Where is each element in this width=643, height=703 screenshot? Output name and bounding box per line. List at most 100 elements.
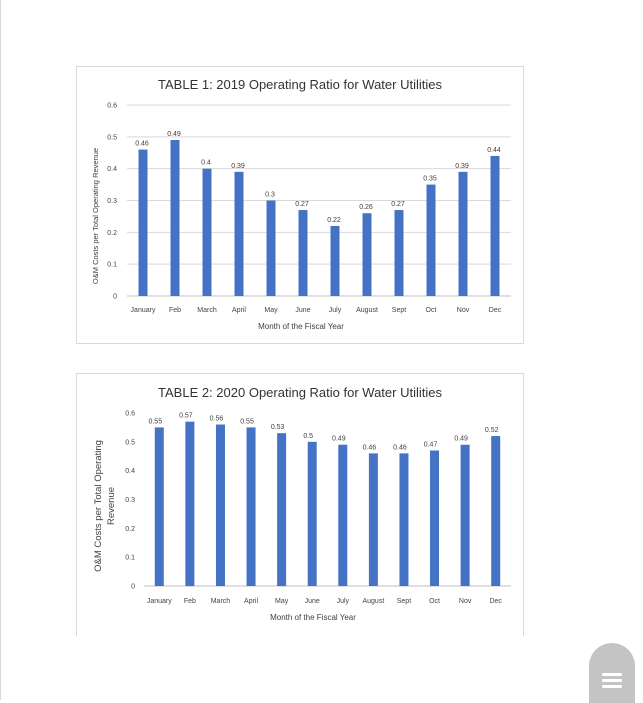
- chart-2019-operating-ratio: TABLE 1: 2019 Operating Ratio for Water …: [76, 66, 524, 344]
- x-tick-label: March: [211, 598, 231, 605]
- grip-line-icon: [602, 679, 622, 682]
- data-label: 0.44: [487, 147, 501, 154]
- x-tick-label: Sept: [397, 598, 411, 605]
- grip-line-icon: [602, 673, 622, 676]
- bar: [426, 184, 436, 296]
- bar: [234, 171, 244, 296]
- y-tick-label: 0.3: [125, 497, 135, 504]
- y-tick-label: 0.2: [107, 230, 117, 237]
- data-label: 0.27: [391, 201, 405, 208]
- bar: [458, 171, 468, 296]
- y-tick-label: 0.5: [107, 134, 117, 141]
- data-label: 0.52: [485, 427, 499, 434]
- x-tick-label: Sept: [392, 307, 406, 314]
- x-tick-label: Oct: [426, 307, 437, 314]
- x-tick-label: April: [232, 307, 246, 314]
- y-tick-label: 0.5: [125, 439, 135, 446]
- data-label: 0.22: [327, 217, 341, 224]
- x-tick-label: Nov: [459, 598, 472, 605]
- y-axis-title-line-2: Revenue: [106, 487, 117, 525]
- x-tick-label: June: [305, 598, 320, 605]
- y-tick-label: 0.6: [107, 103, 117, 110]
- chart-title: TABLE 2: 2020 Operating Ratio for Water …: [158, 385, 442, 400]
- y-tick-label: 0: [131, 584, 135, 591]
- bar: [338, 444, 348, 586]
- chart-2020-operating-ratio: TABLE 2: 2020 Operating Ratio for Water …: [76, 373, 524, 636]
- data-label: 0.56: [210, 416, 224, 423]
- data-label: 0.55: [240, 418, 254, 425]
- data-label: 0.46: [135, 141, 149, 148]
- x-tick-label: Oct: [429, 598, 440, 605]
- x-axis-title: Month of the Fiscal Year: [270, 613, 356, 622]
- bar: [266, 200, 276, 296]
- bar: [430, 450, 440, 586]
- chart-2019-svg: TABLE 1: 2019 Operating Ratio for Water …: [91, 77, 511, 331]
- y-tick-label: 0.1: [107, 262, 117, 269]
- bar: [491, 436, 501, 586]
- grip-line-icon: [602, 685, 622, 688]
- y-tick-label: 0.1: [125, 555, 135, 562]
- bar: [154, 427, 164, 586]
- data-label: 0.49: [454, 436, 468, 443]
- x-tick-label: July: [337, 598, 350, 605]
- bar: [368, 453, 378, 586]
- bar: [202, 168, 212, 296]
- data-label: 0.27: [295, 201, 309, 208]
- bar: [399, 453, 409, 586]
- data-label: 0.57: [179, 413, 193, 420]
- x-tick-label: January: [147, 598, 172, 605]
- bar: [277, 433, 287, 586]
- bar: [362, 213, 372, 296]
- data-label: 0.46: [393, 444, 407, 451]
- page-left-border: [0, 0, 1, 700]
- y-axis-title: O&M Costs per Total Operating Revenue: [91, 148, 100, 284]
- x-tick-label: July: [329, 307, 342, 314]
- bar: [185, 421, 195, 586]
- data-label: 0.39: [231, 163, 245, 170]
- x-tick-label: Dec: [489, 307, 502, 314]
- x-tick-label: August: [356, 307, 378, 314]
- y-tick-label: 0: [113, 294, 117, 301]
- x-tick-label: Dec: [489, 598, 502, 605]
- data-label: 0.35: [423, 176, 437, 183]
- x-tick-label: Feb: [184, 598, 196, 605]
- data-label: 0.5: [303, 433, 313, 440]
- data-label: 0.4: [201, 160, 211, 167]
- bar: [215, 424, 225, 586]
- x-tick-label: April: [244, 598, 258, 605]
- x-tick-label: Feb: [169, 307, 181, 314]
- bar: [298, 210, 308, 296]
- x-tick-label: August: [362, 598, 384, 605]
- scroll-handle[interactable]: [589, 643, 635, 703]
- bar: [307, 441, 317, 586]
- bar: [170, 140, 180, 296]
- data-label: 0.55: [148, 418, 162, 425]
- data-label: 0.26: [359, 204, 373, 211]
- y-tick-label: 0.6: [125, 411, 135, 418]
- y-axis-title-line-1: O&M Costs per Total Operating: [93, 440, 104, 572]
- x-tick-label: May: [275, 598, 289, 605]
- chart-title: TABLE 1: 2019 Operating Ratio for Water …: [158, 77, 442, 92]
- bar: [460, 444, 470, 586]
- data-label: 0.49: [167, 131, 181, 138]
- x-tick-label: June: [295, 307, 310, 314]
- bar: [330, 225, 340, 296]
- x-tick-label: January: [131, 307, 156, 314]
- data-label: 0.46: [363, 444, 377, 451]
- bar: [138, 149, 148, 296]
- x-tick-label: March: [197, 307, 217, 314]
- bar: [394, 210, 404, 296]
- y-tick-label: 0.2: [125, 526, 135, 533]
- bar: [490, 155, 500, 296]
- data-label: 0.39: [455, 163, 469, 170]
- x-tick-label: Nov: [457, 307, 470, 314]
- y-tick-label: 0.3: [107, 198, 117, 205]
- y-tick-label: 0.4: [125, 468, 135, 475]
- bar: [246, 427, 256, 586]
- data-label: 0.47: [424, 441, 438, 448]
- data-label: 0.53: [271, 424, 285, 431]
- y-tick-label: 0.4: [107, 166, 117, 173]
- x-tick-label: May: [264, 307, 278, 314]
- data-label: 0.49: [332, 436, 346, 443]
- x-axis-title: Month of the Fiscal Year: [258, 322, 344, 331]
